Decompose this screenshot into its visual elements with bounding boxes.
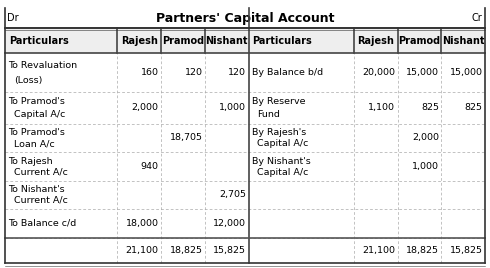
Text: 18,705: 18,705 [170, 133, 202, 142]
Text: 2,705: 2,705 [219, 190, 246, 199]
Text: 15,000: 15,000 [406, 68, 439, 77]
Text: To Balance c/d: To Balance c/d [8, 219, 76, 228]
Text: 1,000: 1,000 [412, 162, 439, 171]
Text: To Rajesh: To Rajesh [8, 157, 53, 166]
Text: To Revaluation: To Revaluation [8, 61, 77, 70]
Text: Current A/c: Current A/c [14, 168, 68, 177]
Text: Particulars: Particulars [252, 36, 312, 46]
Text: 825: 825 [465, 103, 483, 112]
Text: By Rajesh's: By Rajesh's [252, 128, 306, 137]
Text: Capital A/c: Capital A/c [14, 110, 65, 118]
Text: 1,000: 1,000 [219, 103, 246, 112]
Text: Capital A/c: Capital A/c [257, 168, 309, 177]
Text: 2,000: 2,000 [412, 133, 439, 142]
Bar [5, 28, 485, 53]
Text: Rajesh: Rajesh [121, 36, 158, 46]
Text: 21,100: 21,100 [125, 245, 159, 255]
Text: 2,000: 2,000 [132, 103, 159, 112]
Text: Rajesh: Rajesh [357, 36, 394, 46]
Text: 15,825: 15,825 [213, 245, 246, 255]
Text: Loan A/c: Loan A/c [14, 139, 54, 148]
Text: 12,000: 12,000 [213, 219, 246, 228]
Text: 160: 160 [141, 68, 159, 77]
Text: 120: 120 [184, 68, 202, 77]
Text: To Pramod's: To Pramod's [8, 98, 65, 106]
Text: To Pramod's: To Pramod's [8, 128, 65, 137]
Text: Capital A/c: Capital A/c [257, 139, 309, 148]
Text: 18,000: 18,000 [125, 219, 159, 228]
Text: Dr: Dr [7, 13, 19, 23]
Text: 120: 120 [228, 68, 246, 77]
Text: By Balance b/d: By Balance b/d [252, 68, 323, 77]
Text: (Loss): (Loss) [14, 76, 42, 85]
Text: Nishant: Nishant [205, 36, 248, 46]
Text: Partners' Capital Account: Partners' Capital Account [156, 12, 334, 25]
Text: Fund: Fund [257, 110, 280, 118]
Text: 18,825: 18,825 [406, 245, 439, 255]
Text: Particulars: Particulars [9, 36, 69, 46]
Text: 20,000: 20,000 [362, 68, 395, 77]
Text: 18,825: 18,825 [170, 245, 202, 255]
Text: Cr: Cr [472, 13, 483, 23]
Text: 940: 940 [141, 162, 159, 171]
Text: By Reserve: By Reserve [252, 98, 306, 106]
Text: Pramod: Pramod [162, 36, 204, 46]
Text: Current A/c: Current A/c [14, 196, 68, 205]
Text: 825: 825 [421, 103, 439, 112]
Text: 1,100: 1,100 [368, 103, 395, 112]
Text: To Nishant's: To Nishant's [8, 185, 65, 194]
Text: Pramod: Pramod [398, 36, 441, 46]
Text: 15,825: 15,825 [450, 245, 483, 255]
Text: 15,000: 15,000 [450, 68, 483, 77]
Bar [5, 8, 485, 28]
Text: Nishant: Nishant [442, 36, 485, 46]
Text: By Nishant's: By Nishant's [252, 157, 311, 166]
Text: 21,100: 21,100 [362, 245, 395, 255]
